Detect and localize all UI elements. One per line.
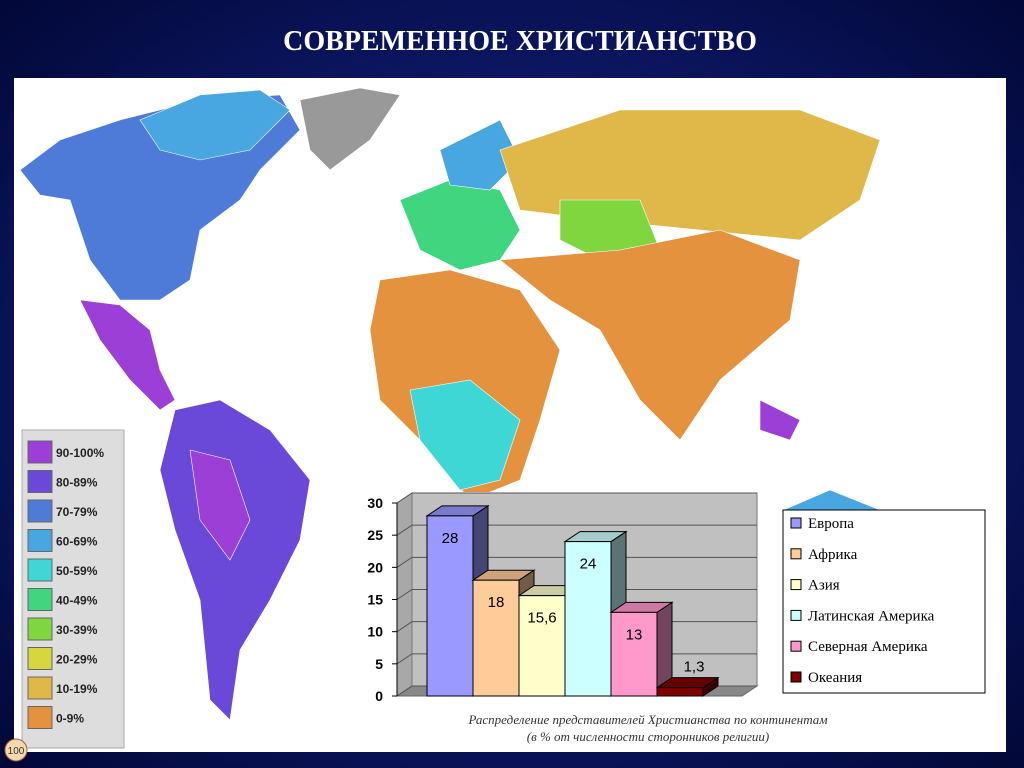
- bar: [656, 687, 704, 697]
- y-tick-label: 20: [367, 559, 383, 575]
- slide-title: СОВРЕМЕННОЕ ХРИСТИАНСТВО: [283, 26, 757, 57]
- map-legend-swatch: [27, 440, 53, 464]
- legend-label: Африка: [808, 547, 858, 563]
- map-legend-swatch: [27, 588, 53, 611]
- bar-value-label: 24: [580, 556, 597, 573]
- map-legend-label: 70-79%: [56, 505, 98, 519]
- map-legend-label: 50-59%: [56, 564, 98, 578]
- map-legend-label: 30-39%: [56, 623, 98, 637]
- legend-swatch: [790, 640, 802, 652]
- map-legend-swatch: [27, 706, 53, 729]
- world-map: [19, 87, 901, 721]
- bar: [564, 541, 612, 697]
- legend-label: Азия: [808, 578, 840, 594]
- bar-value-label: 15,6: [527, 610, 556, 627]
- map-legend-label: 0-9%: [56, 712, 84, 726]
- grid-line: [396, 589, 757, 600]
- map-legend-label: 10-19%: [56, 682, 98, 696]
- y-tick-label: 0: [375, 688, 383, 704]
- legend-swatch: [790, 548, 802, 560]
- legend-swatch: [790, 671, 802, 683]
- bar: [426, 515, 474, 697]
- map-legend-label: 40-49%: [56, 594, 98, 608]
- map-legend-swatch: [27, 676, 53, 700]
- map-legend-swatch: [27, 647, 53, 670]
- bar-value-label: 18: [488, 594, 505, 611]
- bar-value-label: 13: [626, 626, 643, 643]
- map-legend-label: 60-69%: [56, 535, 98, 549]
- y-tick-label: 10: [367, 624, 383, 640]
- map-legend-swatch: [27, 499, 53, 523]
- legend-label: Европа: [808, 516, 854, 532]
- chart-caption: (в % от численности сторонников религии): [527, 729, 770, 744]
- bar-value-label: 28: [442, 530, 459, 547]
- slide-number: 100: [8, 746, 25, 757]
- y-tick-label: 30: [367, 495, 383, 511]
- map-legend-label: 20-29%: [56, 653, 98, 667]
- map-legend-swatch: [27, 529, 53, 552]
- bar: [472, 579, 520, 697]
- chart-legend-box: [782, 509, 986, 694]
- map-legend-swatch: [27, 558, 53, 582]
- y-tick-label: 15: [367, 592, 383, 608]
- slide-number-badge: [4, 738, 28, 762]
- map-legend-label: 90-100%: [56, 446, 104, 460]
- legend-label: Северная Америка: [808, 639, 928, 655]
- chart-caption: Распределение представителей Христианств…: [467, 712, 827, 727]
- grid-line: [396, 556, 757, 568]
- legend-label: Океания: [808, 670, 862, 686]
- y-tick-label: 5: [375, 656, 383, 672]
- grid-line: [396, 492, 757, 504]
- bar: [518, 595, 566, 697]
- y-tick-label: 25: [367, 527, 383, 543]
- legend-swatch: [790, 609, 802, 621]
- grid-line: [396, 524, 757, 536]
- legend-swatch: [790, 517, 802, 529]
- legend-label: Латинская Америка: [808, 608, 935, 624]
- legend-swatch: [790, 579, 802, 591]
- map-legend-swatch: [27, 470, 53, 493]
- map-legend-label: 80-89%: [56, 476, 98, 490]
- bar-value-label: 1,3: [684, 659, 705, 676]
- bar: [610, 611, 658, 697]
- map-legend-swatch: [27, 617, 53, 641]
